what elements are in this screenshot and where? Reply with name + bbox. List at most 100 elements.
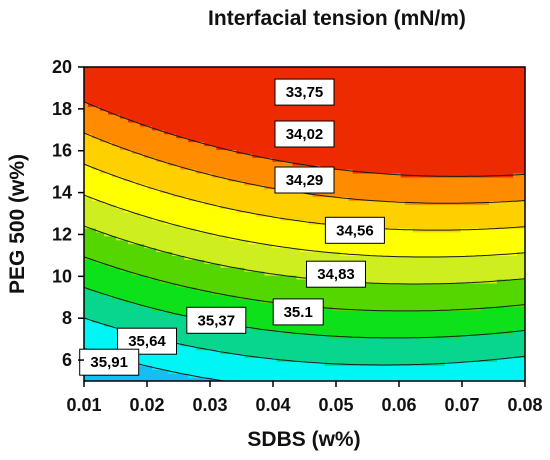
contour-fill-cell [292, 212, 298, 217]
contour-fill-cell [120, 110, 125, 115]
contour-fill-cell [260, 235, 266, 241]
contour-fill-cell [148, 235, 153, 241]
contour-fill-cell [260, 290, 266, 296]
contour-fill-cell [192, 365, 197, 370]
contour-fill-cell [140, 314, 145, 319]
contour-fill-cell [276, 114, 282, 119]
contour-fill-cell [192, 208, 197, 213]
contour-fill-cell [104, 227, 109, 233]
contour-fill-cell [296, 267, 302, 272]
contour-fill-cell [108, 90, 113, 96]
contour-fill-cell [268, 121, 274, 127]
contour-fill-cell [104, 184, 109, 190]
contour-fill-cell [116, 188, 121, 194]
contour-fill-cell [332, 349, 338, 355]
contour-fill-cell [108, 94, 113, 99]
contour-fill-cell [116, 377, 121, 381]
contour-fill-cell [168, 239, 173, 245]
contour-fill-cell [144, 86, 149, 92]
contour-fill-cell [236, 227, 241, 233]
contour-fill-cell [248, 302, 253, 308]
contour-fill-cell [280, 161, 286, 166]
contour-fill-cell [308, 231, 314, 237]
contour-fill-cell [304, 157, 310, 162]
contour-fill-cell [124, 192, 129, 198]
contour-fill-cell [168, 322, 173, 327]
contour-fill-cell [216, 196, 221, 202]
contour-fill-cell [328, 145, 334, 151]
contour-fill-cell [288, 349, 294, 355]
contour-fill-cell [284, 235, 290, 241]
contour-fill-cell [132, 133, 137, 139]
contour-fill-cell [292, 345, 298, 351]
contour-fill-cell [260, 306, 266, 311]
contour-fill-cell [216, 184, 221, 190]
contour-fill-cell [172, 227, 177, 233]
contour-fill-cell [292, 263, 298, 268]
contour-fill-cell [312, 74, 318, 80]
contour-fill-cell [192, 78, 197, 84]
contour-fill-cell [272, 251, 278, 256]
contour-fill-cell [252, 94, 257, 99]
contour-fill-cell [272, 220, 278, 225]
contour-fill-cell [316, 341, 322, 347]
contour-fill-cell [184, 212, 189, 217]
contour-fill-cell [92, 125, 97, 131]
contour-fill-cell [172, 314, 177, 319]
contour-fill-cell [144, 294, 149, 300]
contour-fill-cell [328, 357, 334, 362]
contour-fill-cell [192, 125, 197, 131]
contour-fill-cell [232, 235, 237, 241]
contour-fill-cell [252, 377, 257, 381]
contour-fill-cell [164, 278, 169, 284]
contour-fill-cell [300, 106, 306, 111]
contour-fill-cell [88, 110, 93, 115]
contour-fill-cell [132, 82, 137, 88]
contour-fill-cell [232, 118, 237, 123]
contour-fill-cell [260, 153, 266, 158]
contour-fill-cell [312, 365, 318, 370]
contour-fill-cell [200, 275, 205, 280]
contour-fill-cell [208, 180, 213, 186]
contour-fill-cell [124, 102, 129, 107]
contour-fill-cell [260, 353, 266, 359]
contour-fill-cell [180, 98, 185, 103]
contour-fill-cell [84, 298, 89, 304]
contour-fill-cell [184, 106, 189, 111]
contour-fill-cell [92, 282, 97, 288]
contour-fill-cell [200, 204, 205, 209]
contour-fill-cell [208, 212, 213, 217]
contour-fill-cell [260, 357, 266, 362]
contour-fill-cell [132, 318, 137, 323]
contour-fill-cell [264, 161, 270, 166]
contour-fill-cell [132, 220, 137, 225]
contour-fill-cell [112, 118, 117, 123]
contour-fill-cell [192, 157, 197, 162]
contour-fill-cell [124, 118, 129, 123]
contour-fill-cell [260, 94, 266, 99]
contour-fill-cell [276, 106, 282, 111]
contour-fill-cell [136, 263, 141, 268]
contour-fill-cell [88, 78, 93, 84]
contour-fill-cell [324, 294, 330, 300]
contour-fill-cell [228, 216, 233, 221]
contour-fill-cell [316, 231, 322, 237]
contour-fill-cell [128, 86, 133, 92]
contour-fill-cell [252, 271, 257, 276]
contour-fill-cell [156, 282, 161, 288]
contour-fill-cell [316, 286, 322, 292]
contour-fill-cell [228, 102, 233, 107]
contour-fill-cell [272, 341, 278, 347]
contour-fill-cell [88, 302, 93, 308]
contour-fill-cell [264, 212, 270, 217]
contour-fill-cell [112, 125, 117, 131]
contour-fill-cell [236, 110, 241, 115]
contour-fill-cell [252, 90, 257, 96]
contour-fill-cell [244, 86, 249, 92]
contour-fill-cell [168, 94, 173, 99]
contour-fill-cell [212, 216, 217, 221]
contour-fill-cell [232, 133, 237, 139]
contour-fill-cell [164, 110, 169, 115]
contour-fill-cell [216, 161, 221, 166]
contour-fill-cell [316, 337, 322, 343]
